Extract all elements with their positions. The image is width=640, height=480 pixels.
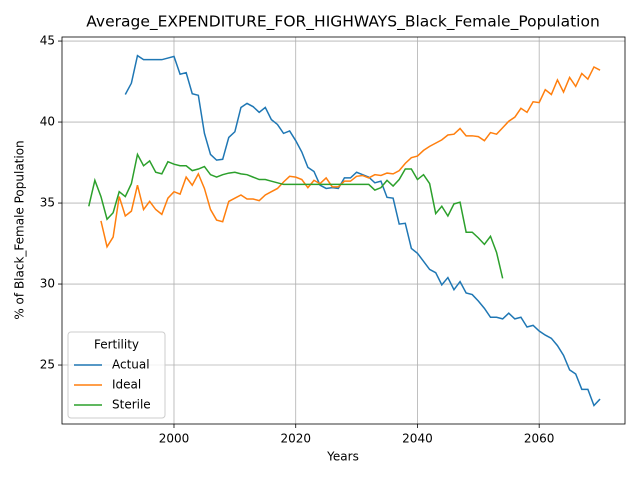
- legend-label: Ideal: [112, 378, 141, 392]
- y-tick-label: 25: [40, 358, 55, 372]
- y-tick-label: 30: [40, 277, 55, 291]
- x-tick-label: 2020: [280, 432, 311, 446]
- line-series: [124, 54, 601, 407]
- x-axis-label: Years: [326, 450, 359, 464]
- line-series: [100, 65, 601, 249]
- line-series: [88, 152, 504, 279]
- chart-title: Average_EXPENDITURE_FOR_HIGHWAYS_Black_F…: [86, 13, 600, 32]
- x-tick-label: 2040: [402, 432, 433, 446]
- legend-box: [67, 331, 166, 419]
- plot-frame: [61, 36, 626, 425]
- legend-title: Fertility: [94, 338, 139, 352]
- x-tick-label: 2000: [159, 432, 190, 446]
- y-tick-label: 45: [40, 34, 55, 48]
- y-tick-label: 35: [40, 196, 55, 210]
- legend-label: Actual: [112, 358, 150, 372]
- x-tick-label: 2060: [524, 432, 555, 446]
- legend-label: Sterile: [112, 398, 151, 412]
- y-axis-label: % of Black_Female Population: [13, 140, 27, 319]
- y-tick-label: 40: [40, 115, 55, 129]
